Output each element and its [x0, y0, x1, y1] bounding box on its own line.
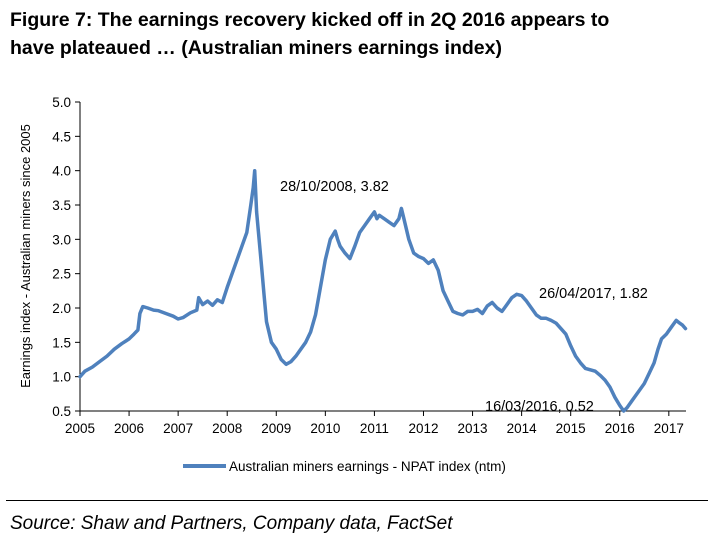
- annotations-layer: 28/10/2008, 3.82 26/04/2017, 1.82 16/03/20…: [280, 179, 648, 415]
- x-tick-label: 2008: [212, 421, 242, 436]
- x-tick-label: 2007: [163, 421, 193, 436]
- data-label-annotation: 28/10/2008, 3.82: [280, 179, 389, 195]
- y-tick-label: 3.5: [52, 198, 71, 213]
- series-line-npat-index: [78, 168, 688, 413]
- figure-title-line-2: have plateaued … (Australian miners earn…: [10, 37, 502, 59]
- figure-title: Figure 7: The earnings recovery kicked o…: [10, 6, 710, 62]
- y-tick-label: 1.0: [52, 370, 71, 385]
- data-label-annotation: 16/03/2016, 0.52: [485, 399, 594, 415]
- x-tick-label: 2017: [654, 421, 684, 436]
- y-tick-label: 2.0: [52, 301, 71, 316]
- x-tick-label: 2011: [360, 421, 389, 436]
- x-tick-label: 2014: [507, 421, 538, 436]
- y-tick-label: 0.5: [52, 404, 71, 419]
- x-tick-label: 2016: [605, 421, 635, 436]
- source-divider: [6, 500, 708, 501]
- y-tick-label: 1.5: [52, 335, 71, 350]
- x-tick-label: 2005: [65, 421, 95, 436]
- x-tick-label: 2013: [458, 421, 488, 436]
- x-tick-label: 2015: [556, 421, 586, 436]
- y-axis-label: Earnings index - Australian miners since…: [18, 124, 33, 388]
- earnings-index-chart: 0.51.01.52.02.53.03.54.04.55.0 2005 2006 2…: [18, 95, 688, 474]
- y-tick-label: 5.0: [52, 95, 71, 110]
- source-note: Source: Shaw and Partners, Company data,…: [10, 513, 453, 534]
- legend-label: Australian miners earnings - NPAT index …: [229, 459, 506, 474]
- data-label-annotation: 26/04/2017, 1.82: [539, 286, 648, 302]
- x-tick-label: 2006: [114, 421, 144, 436]
- x-tick-label: 2010: [310, 421, 340, 436]
- x-axis: 2005 2006 2007 2008 2009 2010 2011 2012 2013 2014…: [65, 410, 686, 436]
- legend: Australian miners earnings - NPAT index …: [183, 459, 506, 474]
- y-axis: 0.5 1.0 1.5 2.0 2.5 3.0 3.5 4.0 4.5 5.0: [52, 95, 81, 419]
- y-tick-label: 4.0: [52, 164, 71, 179]
- x-tick-label: 2012: [408, 421, 438, 436]
- y-tick-label: 2.5: [52, 267, 71, 282]
- series-layer: [78, 168, 688, 413]
- y-tick-label: 4.5: [52, 129, 71, 144]
- x-tick-label: 2009: [261, 421, 291, 436]
- figure-title-line-1: Figure 7: The earnings recovery kicked o…: [10, 9, 610, 31]
- y-tick-label: 3.0: [52, 232, 71, 247]
